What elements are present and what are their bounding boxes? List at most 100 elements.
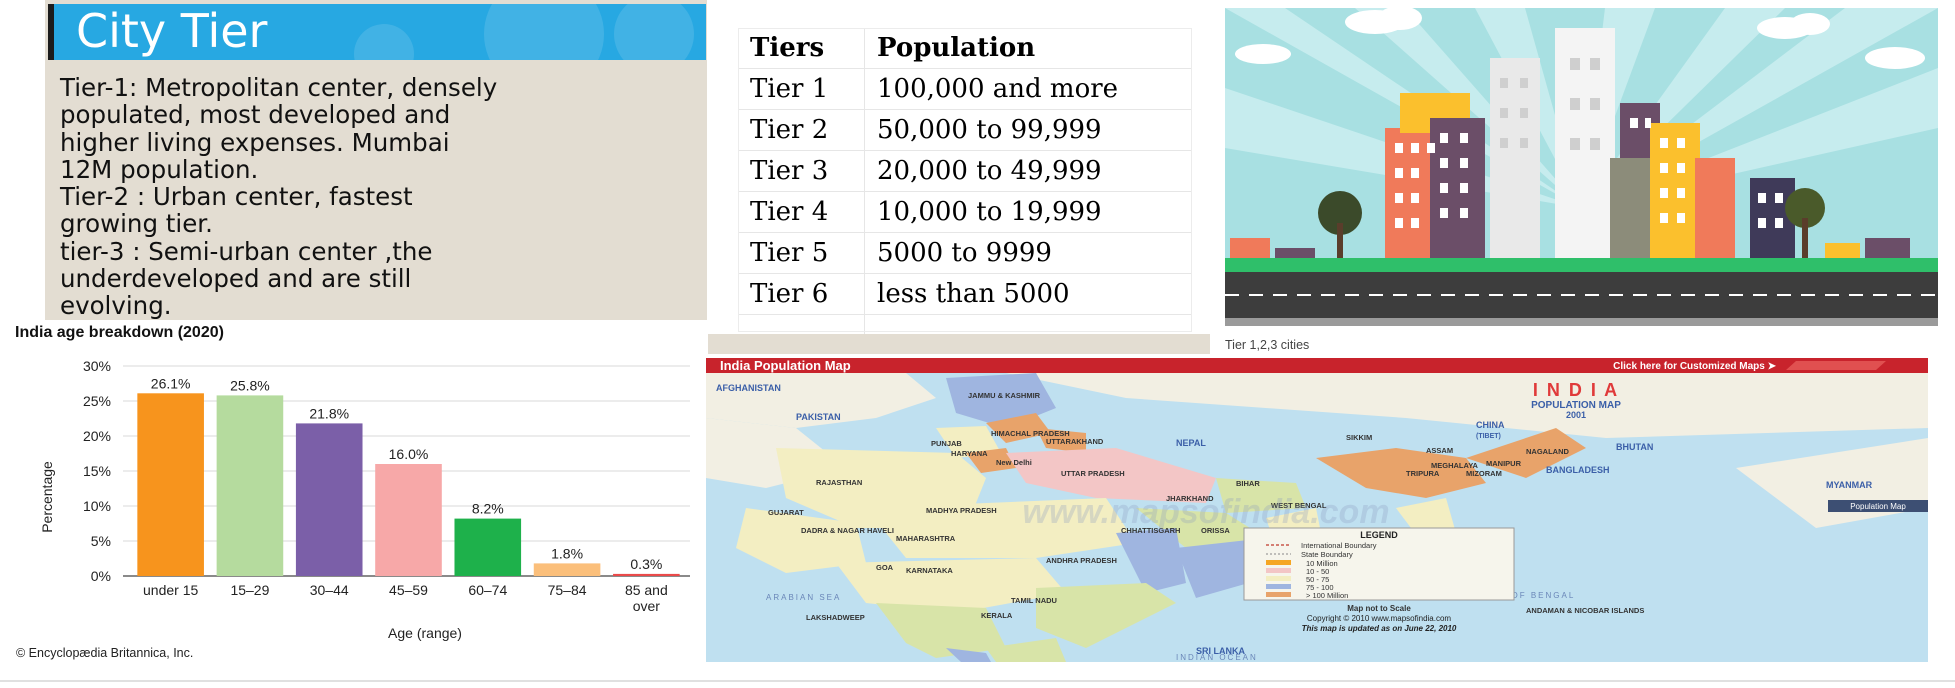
map-updated-note: This map is updated as on June 22, 2010 — [1302, 624, 1457, 633]
chart-value-label: 26.1% — [151, 375, 191, 391]
map-watermark: www.mapsofindia.com — [1022, 493, 1389, 531]
map-label-state: MEGHALAYA — [1431, 461, 1479, 470]
map-label-state: NAGALAND — [1526, 447, 1569, 456]
chart-y-axis-label: Percentage — [39, 461, 55, 533]
table-row: Tier 2 50,000 to 99,999 — [738, 109, 1192, 151]
chart-bar — [375, 464, 442, 576]
city-tier-title: City Tier — [76, 4, 268, 58]
map-header-title: India Population Map — [720, 358, 851, 373]
map-label-state: ORISSA — [1201, 526, 1230, 535]
table-row: Tier 6 less than 5000 — [738, 273, 1192, 315]
table-cell-population: 50,000 to 99,999 — [864, 109, 1192, 151]
page-bottom-rule — [0, 680, 1955, 682]
chart-y-tick-label: 15% — [83, 463, 111, 479]
city-skyline-illustration — [1225, 8, 1938, 326]
chart-bar — [216, 395, 284, 576]
table-cell-population: 100,000 and more — [864, 68, 1192, 110]
state-tripura — [1396, 498, 1456, 533]
chart-title: India age breakdown (2020) — [15, 324, 224, 341]
state-arunachal — [1466, 428, 1586, 478]
city-illustration-caption: Tier 1,2,3 cities — [1225, 338, 1310, 352]
tier-desc-line: evolving. — [60, 291, 172, 321]
legend-item: 10 Million — [1306, 559, 1338, 568]
map-label-arabian-sea: ARABIAN SEA — [766, 593, 841, 602]
map-side-tag-bg — [1828, 500, 1928, 512]
state-jammu-kashmir — [946, 373, 1056, 428]
map-label-state: RAJASTHAN — [816, 478, 862, 487]
legend-item: 75 - 100 — [1306, 583, 1334, 592]
table-row: Tier 1 100,000 and more — [738, 68, 1192, 110]
map-label-state: MANIPUR — [1486, 459, 1522, 468]
map-label-state: JAMMU & KASHMIR — [968, 391, 1041, 400]
age-breakdown-chart: 0% 5% 10% 15% 20% 25% 30% 26.1% 25.8% 21.8% 16.0%… — [39, 358, 690, 641]
city-tier-header: City Tier — [48, 4, 706, 60]
map-header-bar — [706, 358, 1928, 373]
map-label-state: MADHYA PRADESH — [926, 506, 997, 515]
state-haryana — [966, 448, 1016, 473]
chart-bar — [454, 518, 522, 576]
neighbour-land — [1006, 373, 1928, 438]
chart-y-tick-label: 5% — [91, 533, 111, 549]
britannica-credit: © Encyclopædia Britannica, Inc. — [16, 646, 194, 660]
chart-y-tick-label: 20% — [83, 428, 111, 444]
table-cell-tier: Tier 1 — [738, 68, 865, 110]
map-customize-link[interactable]: Click here for Customized Maps ➤ — [1613, 361, 1776, 372]
map-label-china: CHINA — [1476, 420, 1505, 430]
legend-swatch — [1266, 560, 1291, 565]
map-label-pakistan: PAKISTAN — [796, 412, 841, 422]
city-tier-description: Tier-1: Metropolitan center, densely pop… — [60, 74, 700, 320]
state-karnataka — [876, 603, 1006, 658]
legend-item: State Boundary — [1301, 550, 1353, 559]
map-label-state: HIMACHAL PRADESH — [991, 429, 1070, 438]
state-uttarakhand — [1036, 428, 1086, 453]
map-label-nepal: NEPAL — [1176, 438, 1206, 448]
chart-x-tick-labels: under 15 15–29 30–44 45–59 60–74 75–84 85 and o… — [143, 582, 668, 614]
map-label-state: UTTARAKHAND — [1046, 437, 1104, 446]
map-header-flag — [1786, 361, 1886, 370]
map-label-state: UTTAR PRADESH — [1061, 469, 1125, 478]
india-population-map: India Population Map Click here for Cust… — [706, 358, 1928, 662]
table-header-cell: Population — [864, 28, 1192, 69]
chart-x-tick-label: 45–59 — [389, 582, 428, 598]
chart-value-labels: 26.1% 25.8% 21.8% 16.0% 8.2% 1.8% 0.3% — [151, 375, 663, 572]
chart-value-label: 0.3% — [630, 556, 662, 572]
table-header-row: Tiers Population — [738, 28, 1192, 69]
chart-bar — [137, 393, 204, 576]
legend-item: > 100 Million — [1306, 591, 1348, 600]
state-himachal — [986, 413, 1051, 443]
map-label-tibet: (TIBET) — [1476, 433, 1501, 440]
map-label-state: TAMIL NADU — [1011, 596, 1057, 605]
table-cell-population: 5000 to 9999 — [864, 232, 1192, 274]
chart-y-tick-label: 10% — [83, 498, 111, 514]
map-label-state: ANDAMAN & NICOBAR ISLANDS — [1526, 606, 1644, 615]
tier-desc-line: Tier-2 : Urban center, fastest — [60, 182, 413, 212]
state-jharkhand — [1136, 508, 1266, 548]
chart-bar — [613, 573, 680, 576]
map-label-state: WEST BENGAL — [1271, 501, 1327, 510]
table-cell-tier: Tier 4 — [738, 191, 865, 233]
map-side-tag: Population Map — [1850, 502, 1906, 511]
table-cell-tier: Tier 6 — [738, 273, 865, 315]
tier-population-table: Tiers Population Tier 1 100,000 and more… — [738, 28, 1192, 351]
tier-desc-line: higher living expenses. Mumbai — [60, 127, 450, 157]
map-label-state: KERALA — [981, 611, 1013, 620]
chart-x-tick-label: 15–29 — [230, 582, 269, 598]
map-label-state: ASSAM — [1426, 446, 1453, 455]
map-label-myanmar: MYANMAR — [1826, 480, 1873, 490]
state-madhya-pradesh — [866, 498, 1136, 558]
chart-x-tick-label: under 15 — [143, 582, 198, 598]
map-label-state: PUNJAB — [931, 439, 962, 448]
map-label-state: CHHATTISGARH — [1121, 526, 1180, 535]
table-cell-tier: Tier 5 — [738, 232, 865, 274]
legend-swatch — [1266, 592, 1291, 597]
chart-x-tick-label: 30–44 — [310, 582, 349, 598]
table-cell-tier: Tier 2 — [738, 109, 865, 151]
map-subtitle: POPULATION MAP — [1531, 400, 1621, 411]
map-label-state: GUJARAT — [768, 508, 804, 517]
table-row: Tier 3 20,000 to 49,999 — [738, 150, 1192, 192]
table-row: Tier 5 5000 to 9999 — [738, 232, 1192, 274]
state-andhra-pradesh — [1036, 583, 1176, 648]
neighbour-land — [706, 373, 936, 428]
map-label-state: TRIPURA — [1406, 469, 1440, 478]
chart-x-tick-label: 85 and over — [625, 582, 668, 614]
